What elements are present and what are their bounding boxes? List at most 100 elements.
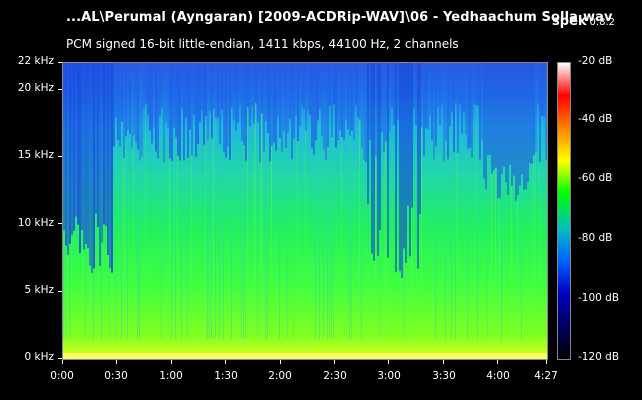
spectrum-streak bbox=[387, 257, 388, 339]
spectrum-column bbox=[315, 63, 317, 141]
spectrum-streak bbox=[477, 105, 478, 339]
spectrum-column bbox=[241, 63, 243, 141]
spectrum-column bbox=[327, 63, 329, 148]
spectrum-streak bbox=[169, 158, 170, 339]
time-tick bbox=[280, 360, 281, 364]
spectrum-streak bbox=[501, 173, 502, 339]
spectrum-column bbox=[163, 63, 165, 163]
spectrum-column bbox=[251, 63, 253, 107]
spectrum-column bbox=[507, 63, 509, 196]
spectrum-column bbox=[63, 63, 65, 231]
spectrum-streak bbox=[125, 136, 126, 339]
time-label-240: 4:00 bbox=[486, 370, 510, 382]
spectrum-column bbox=[185, 63, 187, 118]
spectrum-column bbox=[281, 63, 283, 152]
spectrum-column bbox=[187, 63, 189, 158]
spectrum-column bbox=[377, 63, 379, 256]
spectrum-streak bbox=[257, 122, 258, 340]
spectrum-streak bbox=[341, 137, 342, 339]
spectrum-streak bbox=[333, 104, 334, 340]
spectrum-column bbox=[155, 63, 157, 152]
spectrum-column bbox=[451, 63, 453, 112]
spectrum-column bbox=[343, 63, 345, 140]
db-color-scale bbox=[557, 62, 571, 360]
db-label-40: -40 dB bbox=[578, 113, 613, 125]
spectrum-column bbox=[529, 63, 531, 164]
spectrum-column bbox=[71, 63, 73, 236]
spectrum-column bbox=[539, 63, 541, 163]
spectrum-column bbox=[231, 63, 233, 108]
spectrum-streak bbox=[521, 174, 522, 339]
spectrum-column bbox=[95, 63, 97, 214]
spectrum-column bbox=[339, 63, 341, 130]
spectrum-column bbox=[357, 63, 359, 118]
time-tick bbox=[225, 360, 226, 364]
spectrum-column bbox=[347, 63, 349, 129]
spectrum-streak bbox=[83, 249, 84, 339]
spectrum-column bbox=[73, 63, 75, 231]
spectrum-column bbox=[255, 63, 257, 104]
spectrum-streak bbox=[69, 243, 70, 339]
spectrum-column bbox=[459, 63, 461, 104]
spectrum-column bbox=[299, 63, 301, 127]
spectrum-column bbox=[141, 63, 143, 157]
freq-label-10: 10 kHz bbox=[17, 217, 54, 229]
spectrum-streak bbox=[137, 149, 138, 339]
spectrum-column bbox=[501, 63, 503, 174]
spectrum-column bbox=[321, 63, 323, 136]
spectrum-column bbox=[461, 63, 463, 134]
spectrum-column bbox=[521, 63, 523, 175]
spectrum-column bbox=[289, 63, 291, 119]
spectrum-streak bbox=[71, 235, 72, 339]
spectrum-streak bbox=[241, 140, 242, 339]
time-label-180: 3:00 bbox=[377, 370, 401, 382]
spectrum-column bbox=[431, 63, 433, 141]
spectrum-column bbox=[361, 63, 363, 149]
spectrum-column bbox=[157, 63, 159, 159]
freq-tick bbox=[58, 223, 62, 224]
spectrum-column bbox=[443, 63, 445, 162]
spectrum-column bbox=[171, 63, 173, 161]
spectrum-column bbox=[345, 63, 347, 121]
spectrum-column bbox=[143, 63, 145, 108]
spectrum-column bbox=[131, 63, 133, 149]
time-label-267: 4:27 bbox=[534, 370, 558, 382]
spectrum-column bbox=[453, 63, 455, 152]
spectrum-streak bbox=[329, 105, 330, 340]
spectrum-column bbox=[399, 63, 401, 272]
spectrum-streak bbox=[101, 242, 102, 339]
spectrum-column bbox=[477, 63, 479, 106]
spectrum-column bbox=[475, 63, 477, 105]
spectrum-column bbox=[439, 63, 441, 125]
spectrum-column bbox=[513, 63, 515, 176]
spectrum-column bbox=[415, 63, 417, 126]
app-version: 0.8.2 bbox=[589, 17, 615, 28]
spectrum-column bbox=[303, 63, 305, 109]
spectrum-column bbox=[67, 63, 69, 255]
spectrum-column bbox=[383, 63, 385, 153]
spectrum-streak bbox=[517, 195, 518, 339]
time-label-90: 1:30 bbox=[214, 370, 238, 382]
spectrum-streak bbox=[351, 130, 352, 339]
spectrum-column bbox=[283, 63, 285, 131]
spectrum-column bbox=[371, 63, 373, 254]
spectrum-column bbox=[467, 63, 469, 150]
spectrum-column bbox=[393, 63, 395, 125]
spectrum-streak bbox=[293, 139, 294, 339]
spectrum-column bbox=[159, 63, 161, 116]
time-tick bbox=[546, 360, 547, 364]
spectrum-column bbox=[87, 63, 89, 249]
spectrum-column bbox=[173, 63, 175, 128]
spectrum-column bbox=[515, 63, 517, 201]
spectrum-column bbox=[333, 63, 335, 105]
freq-label-0: 0 kHz bbox=[24, 351, 54, 363]
spectrum-streak bbox=[297, 141, 298, 339]
freq-tick bbox=[58, 358, 62, 359]
spectrum-column bbox=[103, 63, 105, 225]
spectrum-column bbox=[181, 63, 183, 108]
spectrum-column bbox=[545, 63, 547, 160]
spectrum-streak bbox=[259, 162, 260, 339]
spectrum-streak bbox=[403, 248, 404, 339]
spectrum-streak bbox=[405, 262, 406, 339]
spectrum-streak bbox=[187, 157, 188, 339]
